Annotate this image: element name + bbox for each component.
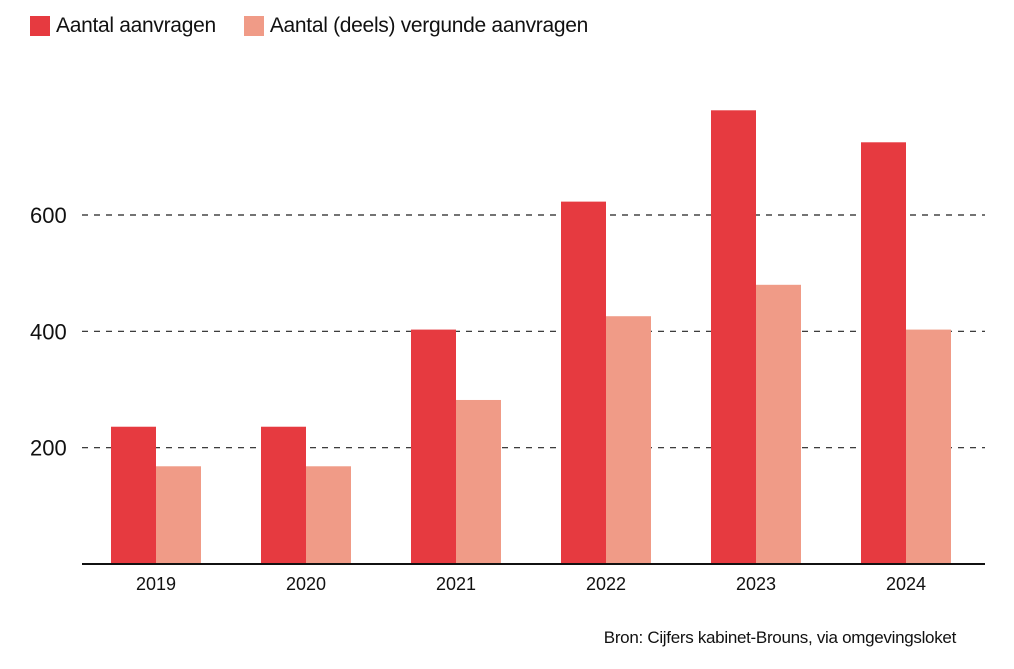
legend-item-aanvragen: Aantal aanvragen xyxy=(30,14,216,38)
legend-item-vergund: Aantal (deels) vergunde aanvragen xyxy=(243,14,588,38)
x-tick-label-2020: 2020 xyxy=(286,574,326,594)
x-tick-label-2019: 2019 xyxy=(136,574,176,594)
x-tick-label-2022: 2022 xyxy=(586,574,626,594)
bar-aanvragen-2021 xyxy=(411,329,456,564)
x-tick-label-2024: 2024 xyxy=(886,574,926,594)
bar-aanvragen-2023 xyxy=(711,110,756,565)
y-tick-label-600: 600 xyxy=(30,203,67,228)
bar-vergund-2023 xyxy=(756,284,801,564)
bar-aanvragen-2019 xyxy=(111,426,156,564)
x-tick-label-2021: 2021 xyxy=(436,574,476,594)
bar-vergund-2019 xyxy=(156,466,201,564)
legend-swatch-vergund xyxy=(243,16,264,36)
x-tick-label-2023: 2023 xyxy=(736,574,776,594)
bar-vergund-2024 xyxy=(906,329,951,564)
bar-aanvragen-2022 xyxy=(561,201,606,564)
bar-vergund-2020 xyxy=(306,466,351,564)
bar-aanvragen-2024 xyxy=(861,142,906,564)
legend: Aantal aanvragen Aantal (deels) vergunde… xyxy=(30,14,616,38)
bar-vergund-2022 xyxy=(606,316,651,564)
source-note: Bron: Cijfers kabinet-Brouns, via omgevi… xyxy=(603,628,957,647)
y-tick-label-400: 400 xyxy=(30,319,67,344)
legend-label-vergund: Aantal (deels) vergunde aanvragen xyxy=(269,14,588,37)
bar-vergund-2021 xyxy=(456,399,501,564)
legend-swatch-aanvragen xyxy=(30,16,50,36)
legend-label-aanvragen: Aantal aanvragen xyxy=(56,14,216,37)
bar-aanvragen-2020 xyxy=(261,426,306,564)
y-tick-label-200: 200 xyxy=(30,436,67,461)
